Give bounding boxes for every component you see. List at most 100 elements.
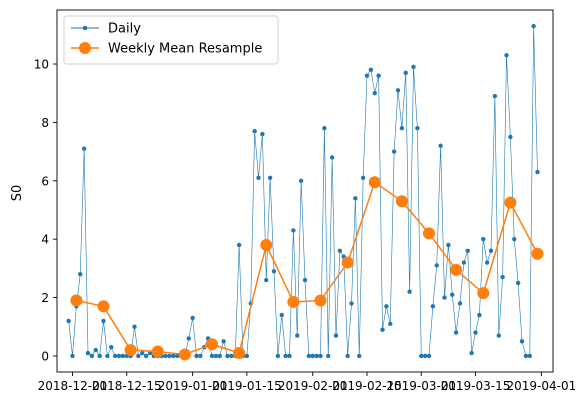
daily-point [256, 175, 261, 181]
daily-point [453, 330, 459, 335]
daily-point [488, 248, 494, 254]
y-axis-ticks: 0 2 4 6 8 10 [34, 58, 57, 363]
daily-point [337, 248, 343, 254]
daily-point [93, 347, 98, 353]
daily-point [515, 280, 521, 286]
weekly-point [260, 239, 273, 252]
daily-point [457, 301, 463, 306]
daily-point [221, 339, 226, 344]
weekly-point [504, 196, 517, 209]
y-tick-label: 0 [41, 349, 49, 363]
daily-point [357, 353, 362, 359]
daily-point [105, 353, 110, 359]
x-tick-label: 2019-04-01 [507, 379, 577, 393]
daily-point [461, 260, 467, 265]
daily-point [322, 126, 327, 131]
daily-point [229, 353, 234, 359]
daily-point [415, 126, 420, 131]
daily-point [496, 333, 501, 338]
y-axis-label: S0 [10, 185, 25, 202]
daily-point [66, 318, 71, 324]
daily-point [434, 263, 439, 268]
daily-point [353, 196, 358, 201]
daily-point [283, 353, 288, 359]
weekly-point [341, 256, 354, 269]
daily-point [190, 315, 195, 321]
daily-point [143, 353, 149, 359]
daily-point [194, 353, 199, 359]
daily-series [66, 23, 540, 359]
weekly-point [97, 300, 110, 313]
weekly-point [178, 348, 191, 361]
legend-daily-label: Daily [108, 22, 141, 37]
daily-point [236, 242, 242, 248]
daily-point [419, 353, 424, 359]
y-tick-label: 10 [34, 58, 49, 72]
daily-point [333, 333, 339, 338]
daily-point [411, 64, 416, 70]
daily-point [225, 353, 230, 359]
daily-point [279, 312, 284, 318]
daily-point [306, 353, 312, 359]
daily-point [291, 228, 296, 233]
daily-point [252, 128, 257, 134]
daily-point [295, 333, 300, 338]
daily-point [326, 353, 331, 359]
daily-point [372, 91, 377, 96]
daily-point [318, 353, 323, 359]
daily-point [399, 126, 405, 131]
daily-point [171, 353, 176, 359]
daily-point [438, 143, 443, 148]
weekly-point [124, 344, 137, 357]
weekly-point [233, 347, 246, 360]
x-tick-label: 2019-02-01 [278, 379, 348, 393]
weekly-point [70, 294, 83, 307]
daily-point [198, 353, 203, 359]
weekly-series [70, 176, 544, 361]
legend-daily-marker [82, 25, 88, 31]
daily-point [492, 93, 498, 99]
daily-point [298, 178, 304, 183]
daily-point [260, 131, 265, 137]
daily-point [271, 269, 277, 274]
daily-point [217, 353, 222, 359]
weekly-point [287, 295, 300, 308]
x-tick-label: 2018-12-01 [38, 379, 108, 393]
daily-point [112, 353, 118, 359]
daily-point [97, 353, 102, 359]
daily-point [267, 175, 273, 181]
daily-point [275, 353, 281, 359]
x-tick-label: 2019-03-15 [441, 379, 511, 393]
y-tick-label: 8 [41, 116, 49, 130]
daily-point [465, 248, 470, 254]
daily-point [391, 149, 397, 154]
daily-point [314, 353, 319, 359]
daily-point [504, 53, 509, 58]
legend-weekly-label: Weekly Mean Resample [108, 42, 262, 57]
daily-point [70, 353, 75, 359]
daily-point [368, 67, 374, 73]
daily-point [531, 23, 536, 29]
x-tick-label: 2019-03-01 [386, 379, 456, 393]
legend-weekly-marker [79, 42, 91, 54]
weekly-point [450, 263, 463, 276]
x-tick-label: 2019-01-01 [158, 379, 228, 393]
daily-point [244, 353, 250, 359]
weekly-point [531, 247, 544, 260]
daily-point [163, 353, 168, 359]
daily-point [422, 353, 428, 359]
weekly-point [206, 338, 218, 351]
daily-point [186, 336, 191, 341]
daily-point [508, 134, 513, 140]
daily-point [364, 73, 370, 78]
daily-point [446, 242, 451, 248]
weekly-point [368, 176, 381, 189]
daily-point [89, 353, 95, 359]
daily-point [136, 353, 141, 359]
series-layer [66, 23, 544, 361]
daily-point [360, 175, 366, 181]
daily-point [264, 277, 269, 283]
daily-point [426, 353, 432, 359]
